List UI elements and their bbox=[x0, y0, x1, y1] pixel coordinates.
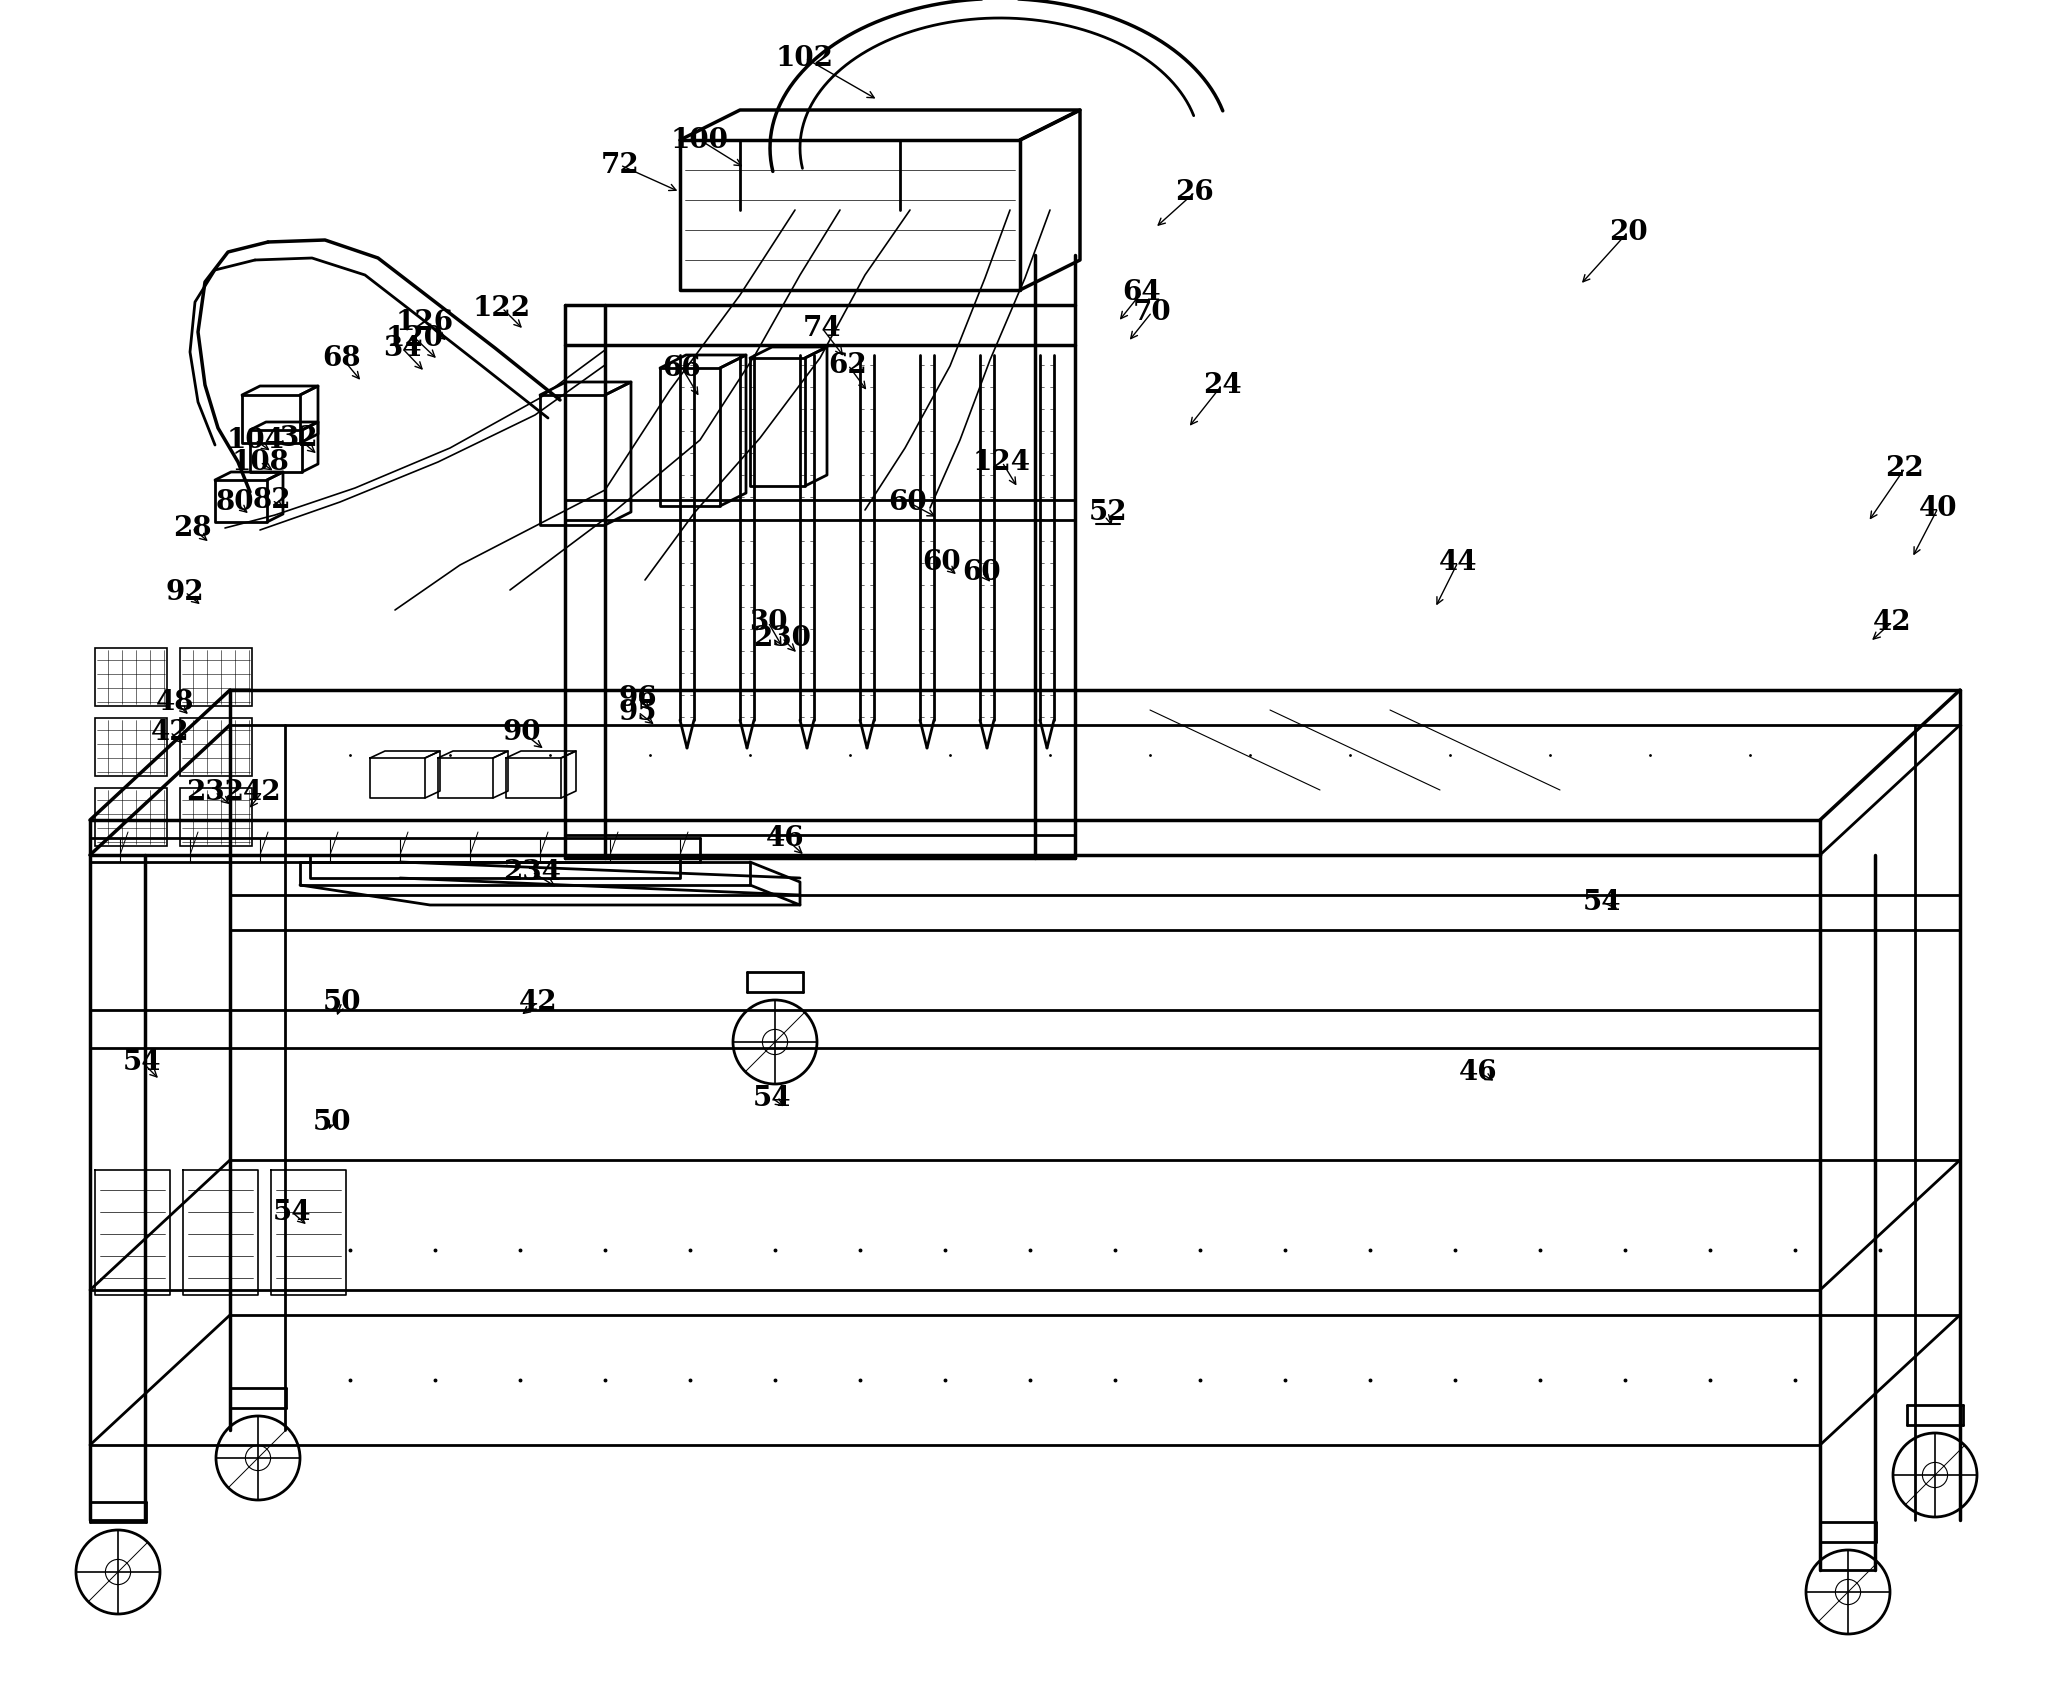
Text: 50: 50 bbox=[313, 1109, 352, 1136]
Text: 44: 44 bbox=[1440, 549, 1476, 576]
Text: 92: 92 bbox=[166, 579, 204, 606]
Text: 60: 60 bbox=[922, 549, 961, 576]
Text: 230: 230 bbox=[753, 625, 812, 652]
Text: 60: 60 bbox=[890, 488, 926, 515]
Text: 80: 80 bbox=[217, 488, 254, 515]
Text: 30: 30 bbox=[748, 608, 787, 635]
Text: 104: 104 bbox=[227, 427, 284, 454]
Text: 122: 122 bbox=[472, 294, 532, 321]
Text: 232: 232 bbox=[186, 778, 243, 805]
Text: 64: 64 bbox=[1123, 279, 1162, 306]
Text: 48: 48 bbox=[155, 689, 194, 716]
Text: 90: 90 bbox=[503, 719, 542, 746]
Text: 50: 50 bbox=[323, 989, 362, 1016]
Text: 46: 46 bbox=[1458, 1058, 1497, 1085]
Text: 234: 234 bbox=[503, 859, 560, 886]
Text: 72: 72 bbox=[601, 152, 640, 179]
Text: 68: 68 bbox=[323, 344, 362, 371]
Text: 95: 95 bbox=[620, 699, 656, 726]
Text: 24: 24 bbox=[1202, 371, 1241, 398]
Text: 82: 82 bbox=[254, 486, 290, 513]
Bar bbox=[94, 648, 168, 706]
Text: 102: 102 bbox=[775, 44, 834, 71]
Bar bbox=[94, 717, 168, 776]
Text: 34: 34 bbox=[382, 334, 421, 361]
Bar bbox=[180, 648, 252, 706]
Text: 54: 54 bbox=[123, 1048, 162, 1075]
Text: 70: 70 bbox=[1133, 299, 1172, 326]
Text: 22: 22 bbox=[1885, 454, 1924, 481]
Text: 108: 108 bbox=[231, 449, 288, 476]
Text: 74: 74 bbox=[804, 314, 840, 341]
Text: 54: 54 bbox=[1583, 888, 1622, 915]
Text: 62: 62 bbox=[828, 351, 867, 378]
Text: 54: 54 bbox=[272, 1198, 311, 1225]
Bar bbox=[180, 717, 252, 776]
Text: 124: 124 bbox=[973, 449, 1031, 476]
Bar bbox=[94, 788, 168, 846]
Text: 32: 32 bbox=[278, 424, 317, 451]
Bar bbox=[180, 788, 252, 846]
Text: 60: 60 bbox=[963, 559, 1002, 586]
Text: 42: 42 bbox=[151, 719, 190, 746]
Text: 42: 42 bbox=[243, 778, 282, 805]
Text: 52: 52 bbox=[1088, 498, 1127, 525]
Text: 46: 46 bbox=[765, 824, 804, 851]
Text: 28: 28 bbox=[172, 515, 211, 542]
Text: 96: 96 bbox=[620, 685, 656, 712]
Text: 42: 42 bbox=[1873, 608, 1912, 635]
Text: 66: 66 bbox=[663, 354, 701, 381]
Text: 100: 100 bbox=[671, 127, 728, 154]
Text: 120: 120 bbox=[387, 324, 444, 351]
Text: 42: 42 bbox=[519, 989, 558, 1016]
Text: 40: 40 bbox=[1918, 495, 1957, 522]
Text: 26: 26 bbox=[1176, 179, 1215, 206]
Text: 54: 54 bbox=[753, 1084, 791, 1111]
Text: 20: 20 bbox=[1609, 218, 1648, 245]
Text: 126: 126 bbox=[397, 309, 454, 336]
